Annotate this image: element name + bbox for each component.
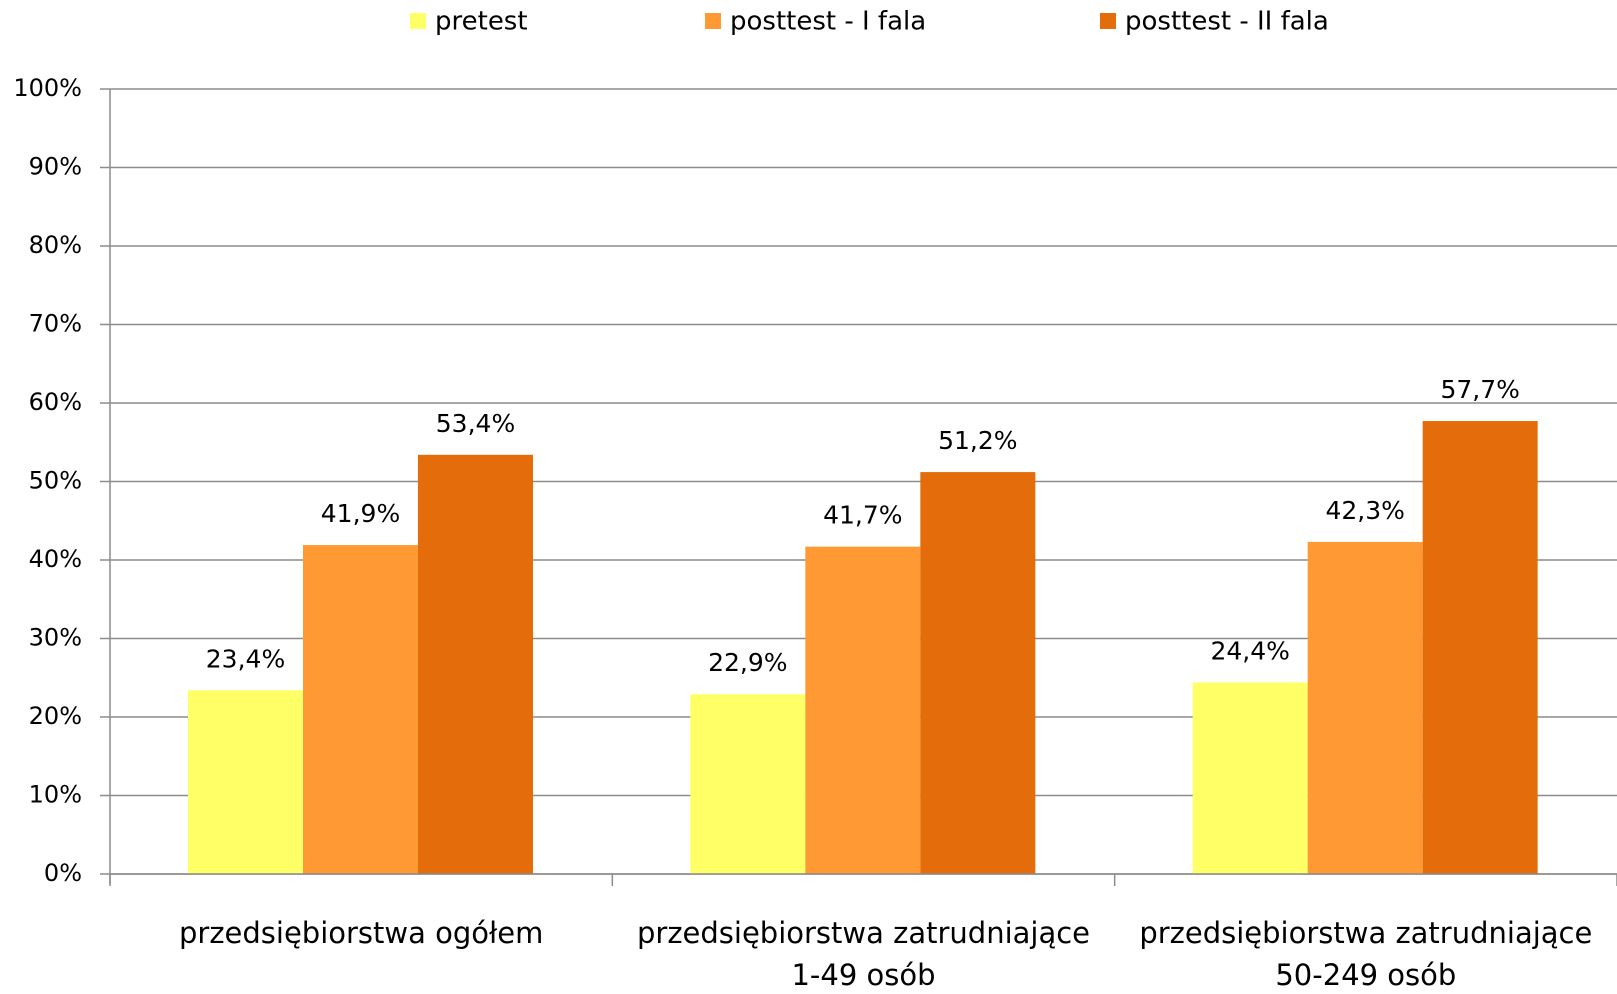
bar <box>1307 541 1423 874</box>
bar <box>1192 682 1308 874</box>
x-tick-label-line: 1-49 osób <box>791 958 935 992</box>
x-tick-label: przedsiębiorstwa zatrudniające 50-249 osó… <box>1139 916 1592 992</box>
y-tick-label: 80% <box>29 231 82 259</box>
value-label: 24,4% <box>1210 636 1289 665</box>
bar <box>805 546 921 874</box>
legend-swatch <box>705 13 721 29</box>
x-tick-label-line: przedsiębiorstwa zatrudniające <box>1139 916 1592 950</box>
y-tick-label: 50% <box>29 467 82 495</box>
legend-label: posttest - I fala <box>730 7 926 37</box>
y-tick-label: 20% <box>29 702 82 730</box>
value-label: 22,9% <box>708 648 787 677</box>
value-label: 41,7% <box>823 501 902 530</box>
value-label: 57,7% <box>1440 375 1519 404</box>
bar <box>1422 421 1538 874</box>
value-label: 23,4% <box>206 644 285 673</box>
bar <box>303 545 418 874</box>
y-tick-label: 0% <box>44 859 82 887</box>
y-tick-label: 40% <box>29 545 82 573</box>
x-tick-label-line: 50-249 osób <box>1275 958 1456 992</box>
x-tick-label: przedsiębiorstwa zatrudniające 1-49 osób <box>637 916 1090 992</box>
legend-label: pretest <box>435 7 528 37</box>
y-tick-label: 30% <box>29 624 82 652</box>
value-label: 41,9% <box>321 499 400 528</box>
value-label: 42,3% <box>1325 496 1404 525</box>
value-label: 53,4% <box>436 409 515 438</box>
y-tick-label: 100% <box>13 74 82 102</box>
x-tick-label-line: przedsiębiorstwa ogółem <box>179 916 543 950</box>
bar <box>418 454 533 874</box>
legend-swatch <box>1100 13 1116 29</box>
y-tick-label: 70% <box>29 310 82 338</box>
y-tick-label: 10% <box>29 781 82 809</box>
value-label: 51,2% <box>938 426 1017 455</box>
y-tick-label: 90% <box>29 153 82 181</box>
bar <box>690 694 806 874</box>
y-tick-label: 60% <box>29 388 82 416</box>
legend-label: posttest - II fala <box>1125 7 1329 37</box>
bar <box>188 690 303 874</box>
legend-swatch <box>410 13 426 29</box>
x-tick-label-line: przedsiębiorstwa zatrudniające <box>637 916 1090 950</box>
bar <box>920 472 1036 874</box>
x-tick-label: przedsiębiorstwa ogółem <box>179 916 543 950</box>
